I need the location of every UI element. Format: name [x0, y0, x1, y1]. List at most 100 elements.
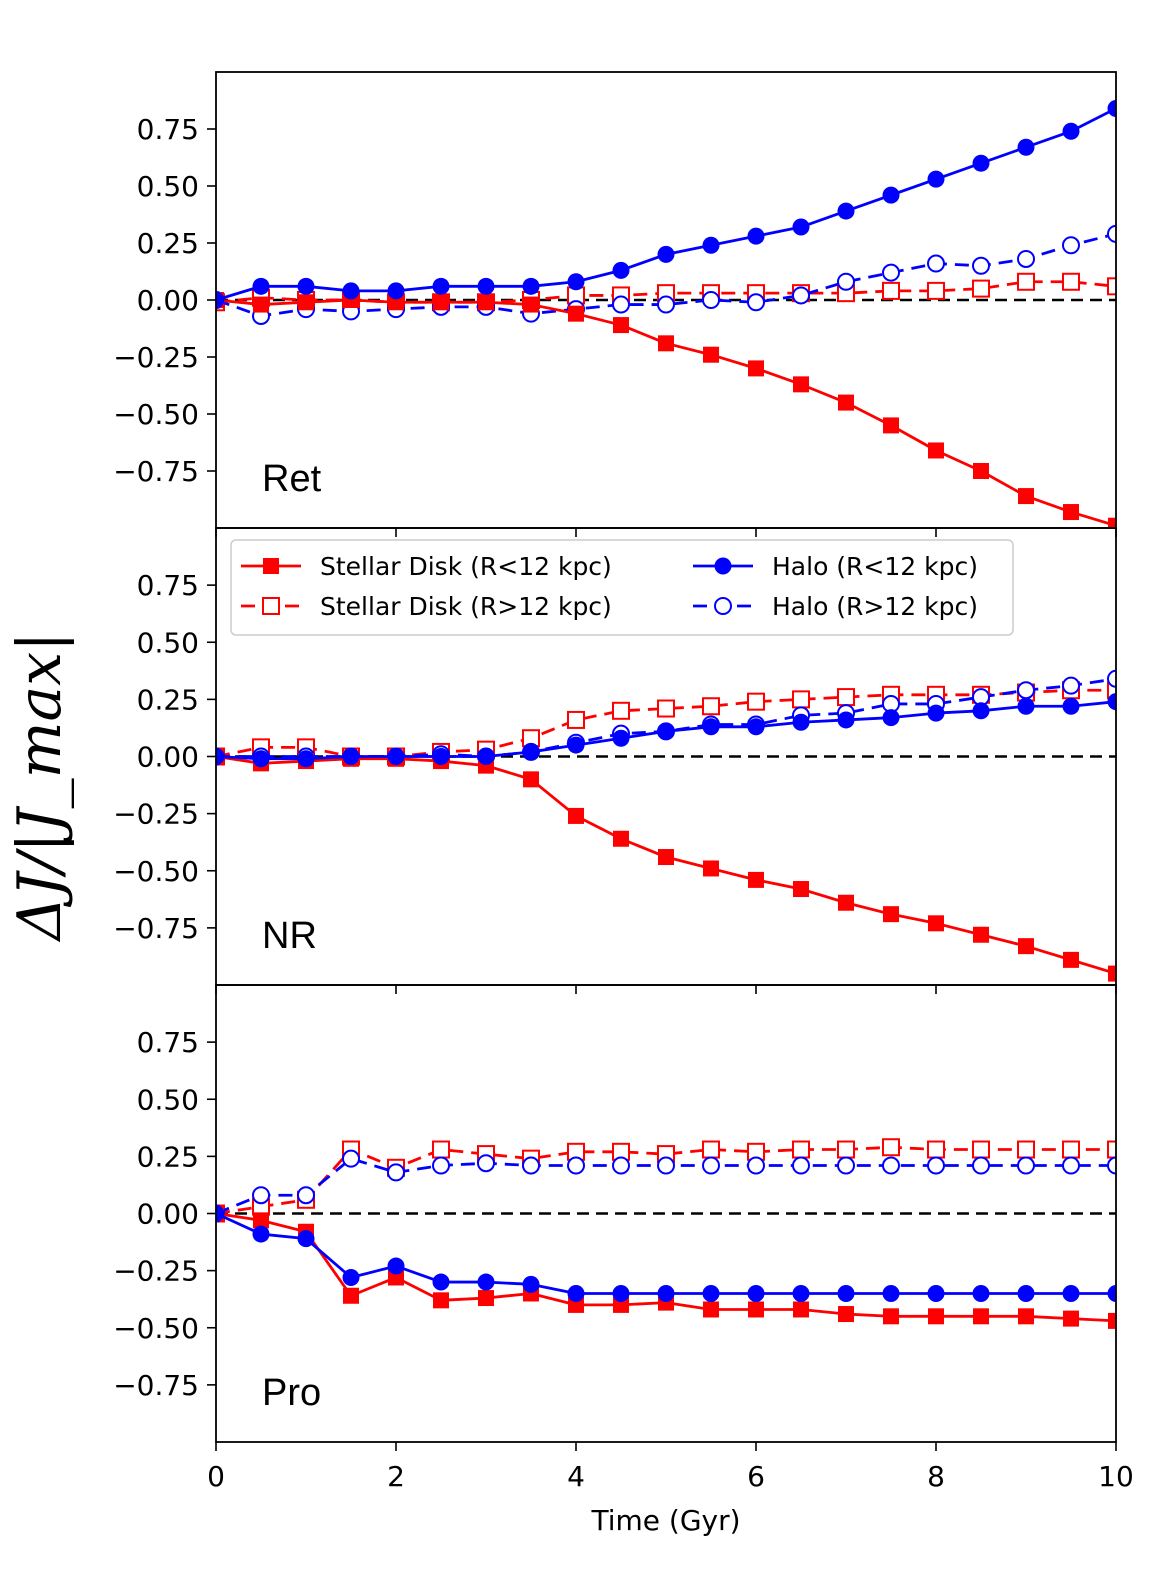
data-point: [658, 335, 674, 352]
data-point: [793, 1301, 809, 1318]
data-point: [297, 277, 315, 295]
y-tick-label: −0.75: [113, 912, 199, 945]
panel-label: Pro: [262, 1372, 321, 1414]
data-point: [928, 915, 944, 932]
data-point: [523, 296, 539, 313]
data-point: [432, 748, 450, 765]
data-point: [972, 1156, 990, 1175]
data-point: [928, 1308, 944, 1325]
panel-label: NR: [262, 915, 317, 957]
data-point: [432, 277, 450, 295]
y-tick-label: 0.00: [137, 741, 199, 774]
data-point: [613, 317, 629, 334]
data-point: [568, 305, 584, 322]
panels: 0.750.500.250.00−0.25−0.50−0.75 Ret0.750.…: [113, 71, 1117, 1451]
y-tick-label: 0.25: [137, 683, 199, 716]
data-point: [927, 170, 945, 188]
data-point: [748, 360, 764, 377]
data-point: [838, 1306, 854, 1323]
data-point: [253, 1212, 269, 1229]
data-point: [837, 688, 855, 707]
data-point: [927, 254, 945, 273]
data-point: [1063, 504, 1079, 521]
data-point: [478, 1290, 494, 1307]
data-point: [793, 376, 809, 393]
x-tick-label: 2: [387, 1460, 405, 1493]
y-tick-label: −0.25: [113, 1255, 199, 1288]
legend-marker: [262, 597, 280, 615]
data-point: [1017, 1156, 1035, 1175]
data-point: [702, 236, 720, 254]
y-tick-label: 0.00: [137, 284, 199, 317]
x-tick-label: 10: [1098, 1460, 1134, 1493]
data-point: [927, 1156, 945, 1175]
data-point: [1018, 1308, 1034, 1325]
data-point: [1017, 138, 1035, 156]
data-point: [387, 282, 405, 300]
series-halo-r-12-kpc-: [216, 693, 1116, 768]
data-point: [927, 281, 945, 300]
data-point: [657, 245, 675, 263]
data-point: [793, 881, 809, 898]
data-point: [973, 1308, 989, 1325]
data-point: [1062, 676, 1080, 695]
data-point: [568, 807, 584, 824]
data-point: [792, 1140, 810, 1159]
legend-label: Stellar Disk (R<12 kpc): [320, 552, 612, 581]
data-point: [792, 218, 810, 236]
data-point: [612, 729, 630, 747]
data-point: [387, 748, 405, 765]
data-point: [838, 394, 854, 411]
legend-box: [230, 539, 1014, 636]
data-point: [703, 346, 719, 363]
data-point: [1062, 236, 1080, 255]
y-tick-label: −0.50: [113, 1312, 199, 1345]
data-point: [882, 281, 900, 300]
data-point: [748, 1301, 764, 1318]
data-point: [1062, 122, 1080, 140]
y-axis-title: ΔJ/|J_max|: [5, 632, 75, 943]
series-halo-r-12-kpc-: [216, 99, 1116, 309]
data-point: [882, 1138, 900, 1157]
data-point: [1108, 517, 1116, 528]
data-point: [837, 202, 855, 220]
data-point: [837, 1284, 855, 1302]
data-point: [1107, 693, 1116, 711]
data-point: [342, 748, 360, 765]
data-point: [477, 1154, 495, 1173]
legend-marker: [714, 597, 732, 615]
y-tick-label: 0.25: [137, 227, 199, 260]
data-point: [748, 871, 764, 888]
data-point: [567, 710, 585, 729]
data-point: [883, 417, 899, 434]
data-point: [882, 263, 900, 282]
data-point: [433, 1292, 449, 1309]
data-point: [883, 1308, 899, 1325]
data-point: [882, 186, 900, 204]
panel-ret: 0.75 0.50 0.25 0.00 −0.25 −0.50 −0.75 Ret: [113, 71, 1117, 537]
data-point: [882, 1284, 900, 1302]
legend-entry: Stellar Disk (R>12 kpc): [241, 592, 612, 621]
data-point: [1017, 1140, 1035, 1159]
data-point: [792, 1156, 810, 1175]
data-point: [972, 1140, 990, 1159]
y-tick-label: 0.50: [137, 170, 199, 203]
data-point: [747, 1284, 765, 1302]
data-point: [216, 1205, 225, 1222]
data-point: [1107, 224, 1116, 243]
data-point: [928, 442, 944, 459]
data-point: [1017, 249, 1035, 268]
data-point: [433, 294, 449, 311]
data-point: [1017, 1284, 1035, 1302]
data-point: [703, 1301, 719, 1318]
series-line: [216, 232, 1116, 318]
data-point: [343, 1287, 359, 1304]
data-point: [342, 282, 360, 300]
data-point: [702, 1140, 720, 1159]
data-point: [477, 748, 495, 765]
data-point: [1107, 1140, 1116, 1159]
data-point: [216, 291, 225, 309]
data-point: [432, 1156, 450, 1175]
y-tick-label: −0.75: [113, 455, 199, 488]
y-tick-label: −0.25: [113, 798, 199, 831]
